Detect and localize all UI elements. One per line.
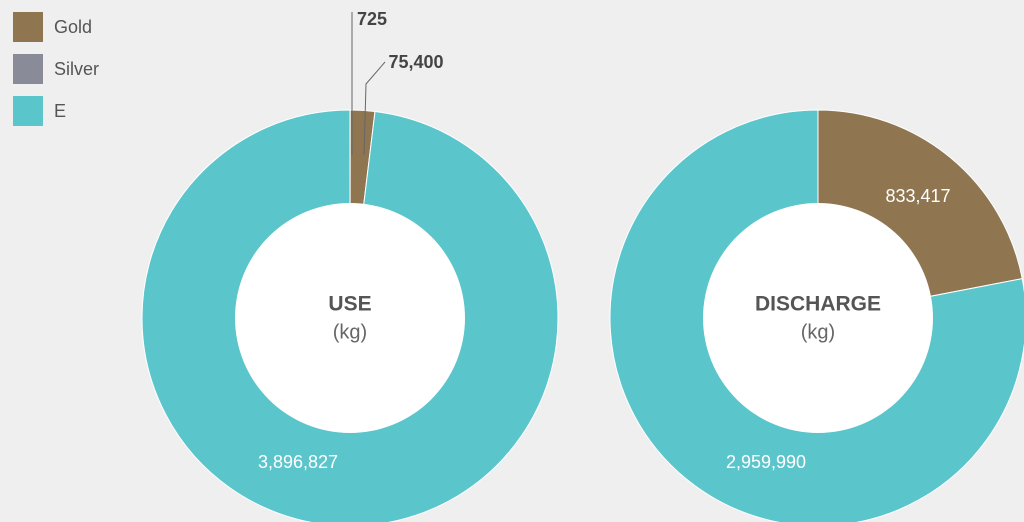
center-subtitle: (kg) xyxy=(801,321,835,343)
legend-swatch xyxy=(13,96,43,126)
data-label: 833,417 xyxy=(885,186,950,206)
donut-slice xyxy=(141,109,559,522)
data-label: 75,400 xyxy=(388,52,443,72)
legend-label: Silver xyxy=(54,59,99,79)
legend-swatch xyxy=(13,12,43,42)
data-label: 3,896,827 xyxy=(258,452,338,472)
data-label: 725 xyxy=(357,9,387,29)
legend-label: E xyxy=(54,101,66,121)
data-label: 2,959,990 xyxy=(726,452,806,472)
center-title: DISCHARGE xyxy=(755,293,881,316)
legend-swatch xyxy=(13,54,43,84)
leader-line xyxy=(363,61,386,156)
donut-hole xyxy=(703,203,933,433)
center-title: USE xyxy=(328,293,371,316)
legend-label: Gold xyxy=(54,17,92,37)
donut-hole xyxy=(235,203,465,433)
center-subtitle: (kg) xyxy=(333,321,367,343)
